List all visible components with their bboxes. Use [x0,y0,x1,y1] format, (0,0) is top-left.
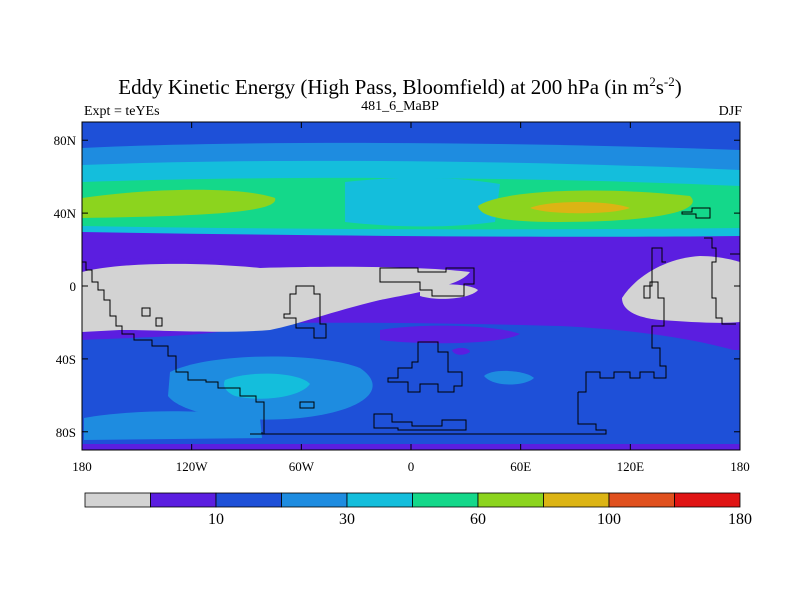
field-contour-7 [82,189,276,218]
colorbar-label-0: 10 [208,511,224,528]
y-tick-label-2: 0 [70,279,77,294]
coastline-segment-8 [578,247,667,393]
colorbar-label-3: 100 [597,511,621,528]
coastlines [82,207,740,435]
y-tick-label-4: 80S [56,425,76,440]
y-tick-label-0: 80N [54,133,77,148]
coastline-segment-6 [141,307,151,317]
field-contour-17 [484,370,534,385]
field-contour-6 [345,177,500,227]
field-contour-9 [530,202,630,214]
field-contour-18 [452,347,470,355]
field-contour-19 [82,263,470,332]
coastline-segment-11 [681,207,711,219]
coastline-segment-0 [82,261,265,435]
coastline-segment-1 [283,285,327,339]
season-label: DJF [718,104,742,119]
colorbar-box-5 [412,492,479,508]
x-tick-label-1: 120W [176,459,209,474]
experiment-label: Expt = teYEs [84,104,160,119]
colorbar-label-4: 180 [728,511,752,528]
colorbar-box-7 [543,492,610,508]
colorbar-box-2 [215,492,282,508]
field-layers [82,122,740,450]
colorbar: 10 30 60 100 180 [84,492,752,528]
colorbar-box-8 [608,492,675,508]
field-contour-15 [84,411,262,440]
coastline-segment-4 [373,413,467,431]
colorbar-box-1 [150,492,217,508]
coastline-segment-5 [299,401,315,409]
colorbar-box-0 [84,492,151,508]
colorbar-label-2: 60 [470,511,486,528]
y-tick-label-3: 40S [56,352,76,367]
colorbar-box-9 [674,492,741,508]
colorbar-label-1: 30 [339,511,355,528]
field-contour-13 [380,325,520,344]
coastline-segment-7 [155,317,163,327]
coastline-segment-9 [261,392,607,435]
x-tick-label-4: 60E [510,459,531,474]
x-tick-label-2: 60W [289,459,315,474]
colorbar-box-3 [281,492,348,508]
x-axis: 180 120W 60W 0 60E 120E 180 [72,122,750,474]
colorbar-box-6 [477,492,544,508]
y-axis: 80N 40N 0 40S 80S [54,133,740,440]
x-tick-label-6: 180 [730,459,750,474]
chart-title: Eddy Kinetic Energy (High Pass, Bloomfie… [118,74,682,99]
coastline-segment-2 [379,267,475,297]
coastline-segment-3 [387,341,463,393]
y-tick-label-1: 40N [54,206,77,221]
x-tick-label-0: 180 [72,459,92,474]
chart-subtitle: 481_6_MaBP [361,99,439,114]
x-tick-label-5: 120E [617,459,645,474]
x-tick-label-3: 0 [408,459,415,474]
field-contour-16 [224,373,310,399]
colorbar-box-4 [346,492,413,508]
coastline-segment-10 [704,237,736,325]
